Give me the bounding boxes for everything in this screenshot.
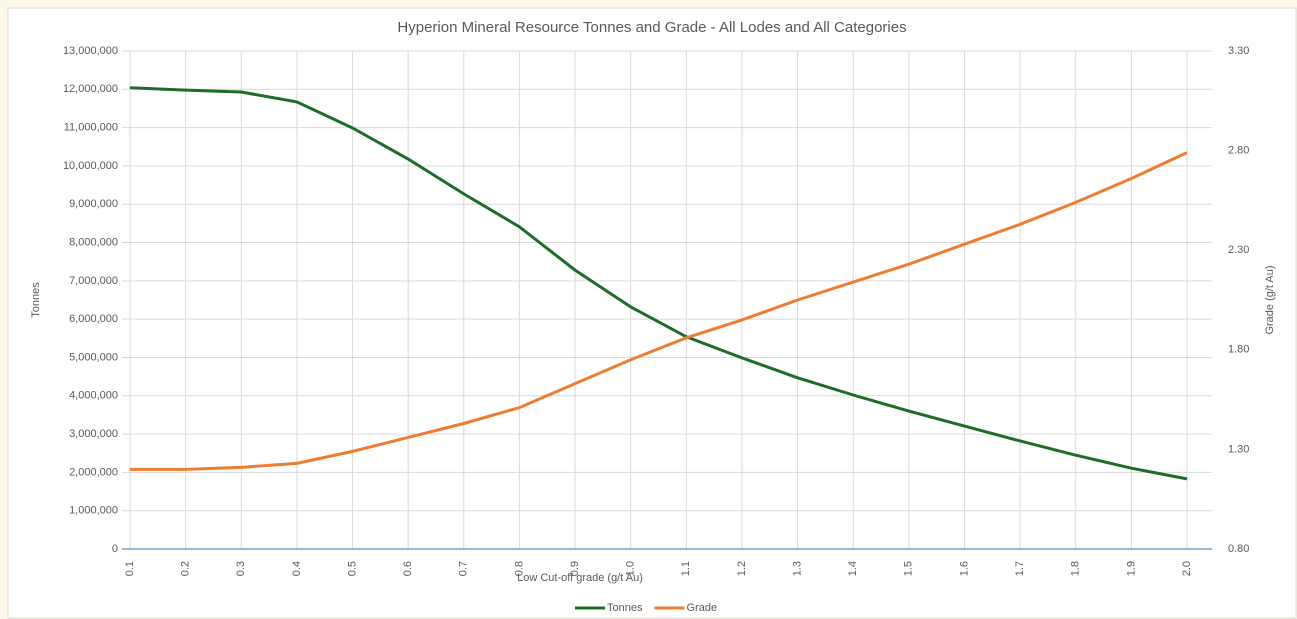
- y-tick-label: 2,000,000: [69, 466, 118, 478]
- y2-tick-label: 0.80: [1228, 543, 1249, 555]
- y-tick-label: 7,000,000: [69, 275, 118, 287]
- x-tick-label: 0.2: [180, 561, 192, 576]
- x-tick-label: 1.4: [847, 561, 859, 576]
- y2-tick-label: 3.30: [1228, 45, 1249, 57]
- y-tick-label: 12,000,000: [63, 83, 118, 95]
- x-tick-label: 1.7: [1014, 561, 1026, 576]
- x-tick-label: 1.3: [791, 561, 803, 576]
- series-line: [129, 86, 1188, 481]
- x-tick-label: 0.5: [346, 561, 358, 576]
- y-axis-title: Tonnes: [30, 282, 42, 318]
- y-tick-label: 13,000,000: [63, 45, 118, 57]
- x-tick-label: 0.8: [513, 561, 525, 576]
- x-tick-label: 1.0: [625, 561, 637, 576]
- x-tick-label: 1.6: [958, 561, 970, 576]
- y-tick-label: 4,000,000: [69, 390, 118, 402]
- x-axis-title: Low Cut-off grade (g/t Au): [517, 572, 643, 584]
- x-tick-label: 0.9: [569, 561, 581, 576]
- y-tick-label: 5,000,000: [69, 351, 118, 363]
- x-tick-label: 1.9: [1125, 561, 1137, 576]
- y-tick-label: 11,000,000: [64, 122, 118, 134]
- y-tick-label: 9,000,000: [69, 198, 118, 210]
- x-tick-label: 1.8: [1070, 561, 1082, 576]
- series-line: [130, 151, 1188, 471]
- y-tick-label: 6,000,000: [69, 313, 118, 325]
- x-tick-label: 0.3: [235, 561, 247, 576]
- x-tick-label: 0.6: [402, 561, 414, 576]
- x-tick-label: 1.5: [903, 561, 915, 576]
- y-tick-label: 1,000,000: [69, 505, 118, 517]
- chart-area: [7, 7, 1297, 619]
- y-tick-label: 8,000,000: [69, 236, 118, 248]
- y-tick-label: 0: [112, 543, 118, 555]
- x-tick-label: 1.1: [680, 561, 692, 576]
- y2-axis-title: Grade (g/t Au): [1264, 265, 1276, 334]
- y2-tick-label: 1.80: [1228, 344, 1249, 356]
- chart-title: Hyperion Mineral Resource Tonnes and Gra…: [397, 19, 906, 36]
- y2-tick-label: 2.80: [1228, 145, 1249, 157]
- legend-label: Tonnes: [607, 602, 643, 614]
- y2-tick-label: 1.30: [1228, 443, 1249, 455]
- x-tick-label: 0.7: [458, 561, 470, 576]
- y-tick-label: 10,000,000: [63, 160, 118, 172]
- x-tick-label: 0.1: [124, 561, 136, 576]
- y2-tick-label: 2.30: [1228, 244, 1249, 256]
- x-tick-label: 0.4: [291, 561, 303, 576]
- y-tick-label: 3,000,000: [69, 428, 118, 440]
- legend-label: Grade: [686, 602, 717, 614]
- x-tick-label: 2.0: [1181, 561, 1193, 576]
- x-tick-label: 1.2: [736, 561, 748, 576]
